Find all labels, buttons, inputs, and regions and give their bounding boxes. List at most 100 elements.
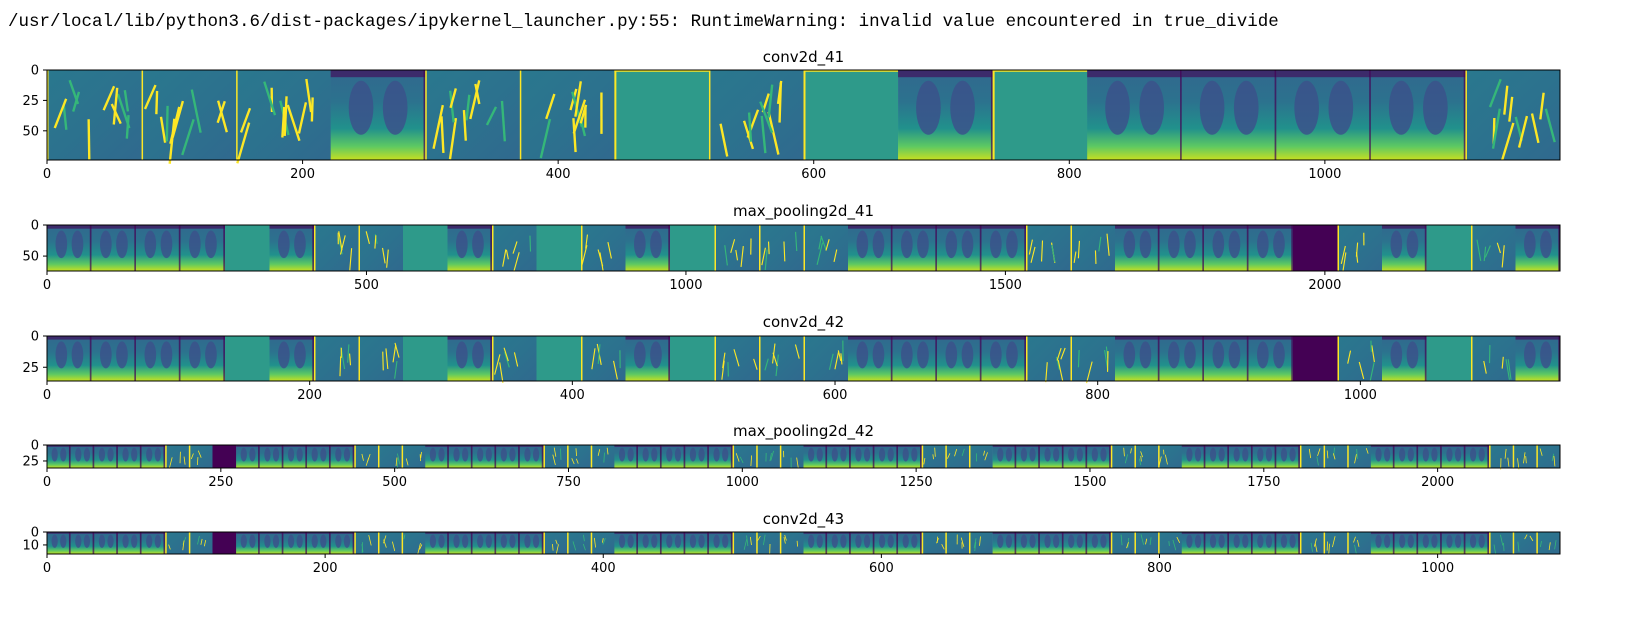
feature-tile-lung [898, 445, 923, 468]
feature-tile-edges [188, 532, 213, 554]
feature-tile-edges [314, 336, 359, 381]
feature-tile-flat [614, 70, 710, 160]
feature-tile-lung [992, 532, 1017, 554]
y-tick-label: 0 [31, 526, 39, 541]
feature-tile-lung [1115, 336, 1160, 381]
feature-tile-edges [756, 445, 781, 468]
feature-tile-lung [937, 336, 982, 381]
feature-tile-lung [1418, 445, 1443, 468]
feature-tile-lung [1087, 445, 1112, 468]
feature-tile-lung [1465, 532, 1490, 554]
feature-tile-lung [425, 445, 450, 468]
feature-tile-edges [567, 445, 592, 468]
feature-tile-edges [1471, 225, 1516, 271]
x-tick-label: 1000 [1421, 561, 1454, 576]
feature-tile-lung [1181, 70, 1277, 160]
x-tick-label: 1500 [989, 278, 1022, 293]
feature-tile-lung [848, 225, 893, 271]
feature-tile-edges [921, 532, 946, 554]
feature-tile-lung [981, 336, 1027, 381]
feature-tile-edges [732, 532, 757, 554]
x-tick-label: 600 [823, 388, 848, 403]
feature-tile-lung [1248, 225, 1294, 271]
feature-tile-edges [1489, 532, 1514, 554]
feature-tile-lung [283, 532, 308, 554]
feature-tile-lung [91, 336, 137, 381]
feature-tile-flat [536, 225, 582, 271]
feature-tile-flat [536, 336, 582, 381]
feature-tile-lung [136, 336, 181, 381]
feature-tile-lung [236, 445, 261, 468]
y-tick-label: 0 [31, 330, 39, 345]
feature-tile-dark [1293, 336, 1338, 381]
feature-tile-lung [1252, 445, 1277, 468]
feature-tile-lung [1205, 445, 1230, 468]
feature-tile-lung [803, 445, 828, 468]
feature-tile-lung [850, 445, 875, 468]
x-tick-label: 1500 [1073, 475, 1106, 490]
x-tick-label: 0 [43, 278, 51, 293]
feature-tile-edges [756, 532, 781, 554]
feature-tile-lung [1204, 336, 1249, 381]
feature-tile-edges [377, 445, 402, 468]
y-tick-label: 25 [22, 361, 39, 376]
feature-tile-edges [1489, 445, 1514, 468]
feature-tile-edges [1465, 70, 1561, 160]
feature-tile-lung [898, 70, 993, 160]
feature-tile-lung [136, 225, 181, 271]
feature-tile-lung [269, 225, 315, 271]
feature-tile-lung [259, 445, 284, 468]
feature-tile-lung [638, 532, 662, 554]
feature-tile-flat [670, 336, 715, 381]
feature-tile-lung [1205, 532, 1230, 554]
feature-tile-edges [543, 532, 568, 554]
feature-tile-lung [519, 532, 544, 554]
feature-tile-lung [1248, 336, 1294, 381]
panel-title: conv2d_42 [763, 313, 844, 332]
feature-tile-lung [94, 445, 119, 468]
x-tick-label: 750 [556, 475, 581, 490]
feature-tile-dark [212, 532, 237, 554]
x-tick-label: 800 [1085, 388, 1110, 403]
feature-tile-lung [496, 532, 521, 554]
feature-tile-edges [1337, 336, 1383, 381]
feature-tile-lung [1418, 532, 1443, 554]
feature-tile-lung [685, 445, 710, 468]
feature-tile-edges [921, 445, 946, 468]
feature-tile-flat [670, 225, 715, 271]
feature-tile-edges [354, 445, 379, 468]
x-tick-label: 0 [43, 388, 51, 403]
axes-frame [46, 335, 1561, 382]
feature-tile-lung [1276, 70, 1372, 160]
feature-tile-edges [165, 532, 190, 554]
y-tick-label: 50 [22, 124, 39, 139]
feature-tile-lung [1515, 225, 1561, 271]
axes-frame [46, 224, 1561, 272]
feature-tile-dark [1293, 225, 1338, 271]
runtime-warning-text: /usr/local/lib/python3.6/dist-packages/i… [8, 12, 1279, 32]
feature-tile-lung [1159, 336, 1205, 381]
x-tick-label: 500 [382, 475, 407, 490]
feature-tile-edges [1158, 532, 1183, 554]
x-tick-label: 800 [1057, 167, 1082, 182]
x-tick-label: 600 [801, 167, 826, 182]
x-tick-label: 1750 [1247, 475, 1280, 490]
activation-panel-2: max_pooling2d_41 0 500 1000 1500 2000 0 50 [22, 202, 1561, 293]
feature-tile-lung [892, 225, 938, 271]
feature-tile-lung [1276, 445, 1301, 468]
feature-tile-edges [1026, 225, 1071, 271]
x-tick-label: 600 [869, 561, 894, 576]
feature-tile-edges [519, 70, 615, 160]
feature-tile-lung [307, 445, 331, 468]
feature-tile-lung [1204, 225, 1249, 271]
feature-tile-edges [165, 445, 190, 468]
feature-tile-lung [661, 532, 686, 554]
feature-tile-lung [1016, 532, 1041, 554]
feature-tile-edges [492, 336, 537, 381]
feature-tile-lung [447, 225, 493, 271]
feature-tile-lung [259, 532, 284, 554]
feature-tile-edges [581, 225, 626, 271]
feature-tile-edges [358, 225, 404, 271]
feature-tile-edges [1070, 336, 1116, 381]
